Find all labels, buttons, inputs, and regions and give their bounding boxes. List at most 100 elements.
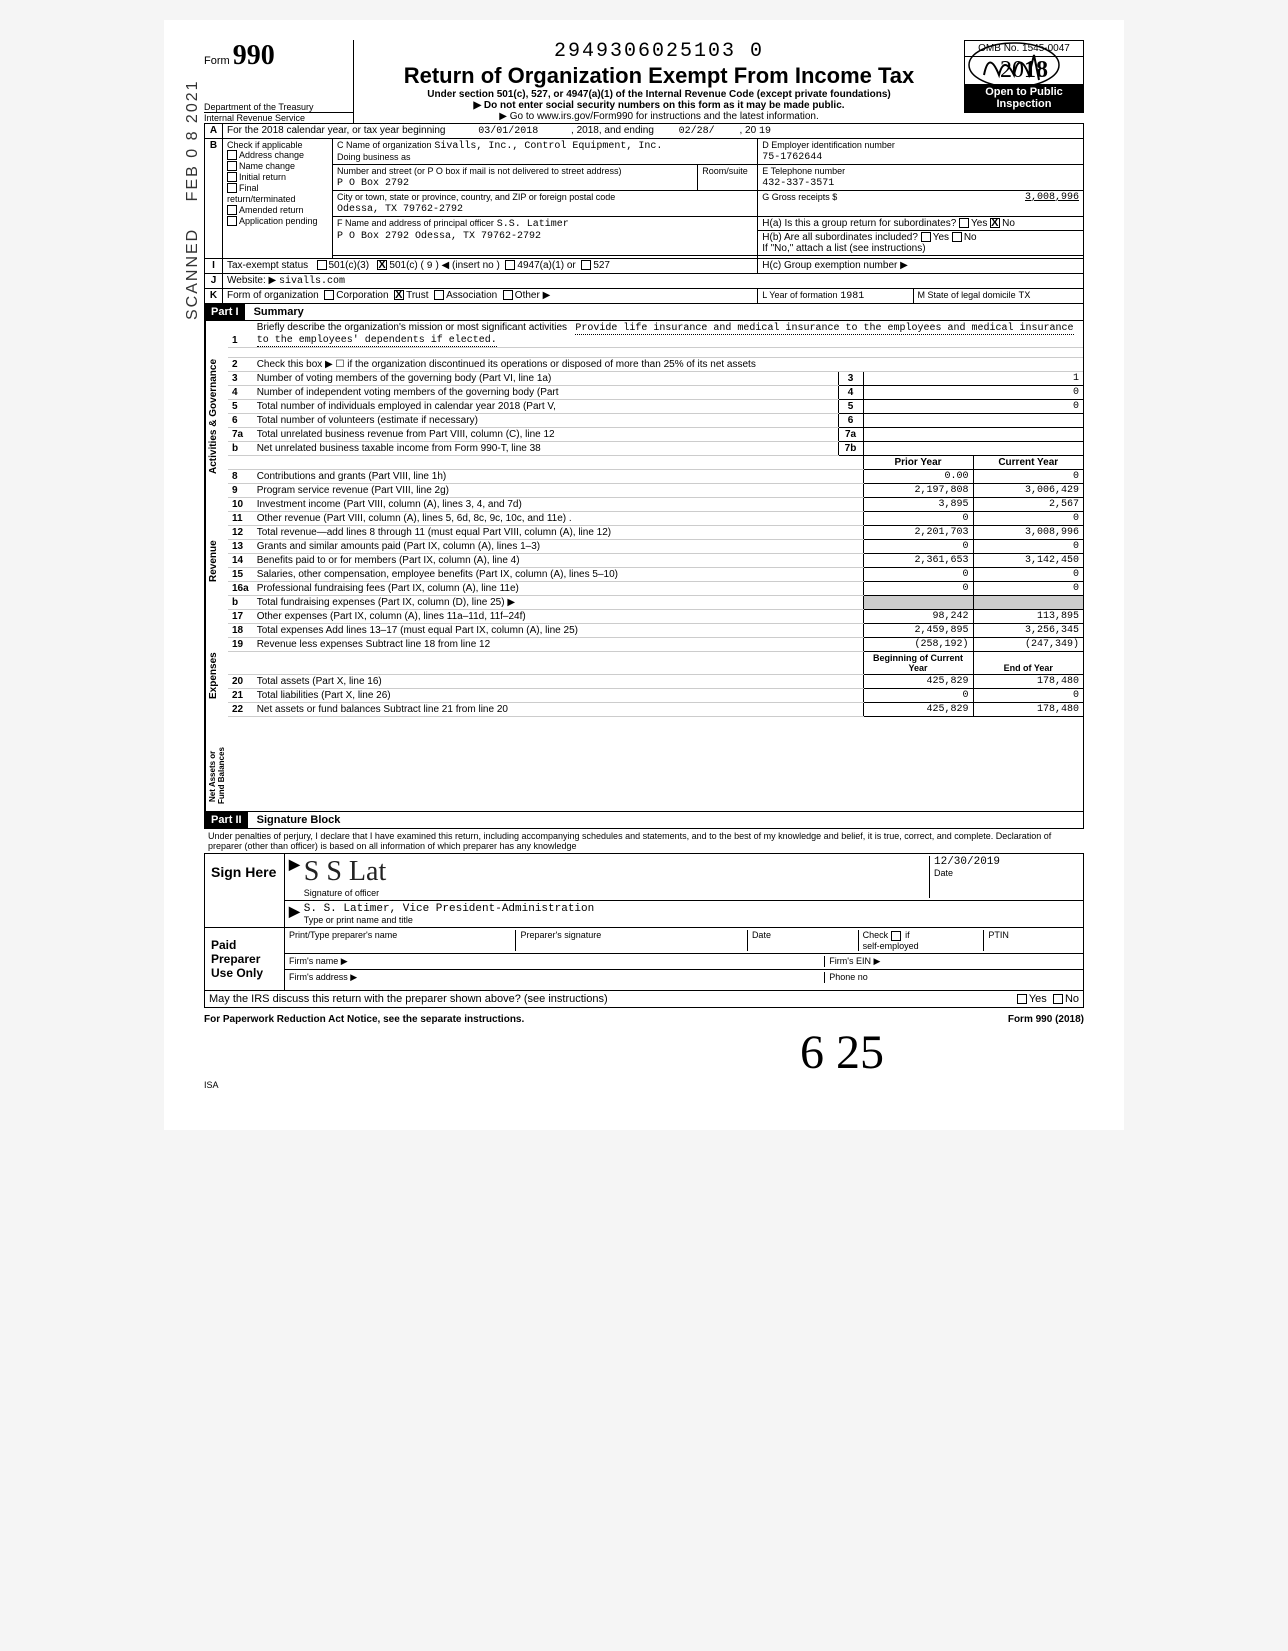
dba-label: Doing business as (337, 152, 411, 162)
ha-label: H(a) Is this a group return for subordin… (762, 218, 956, 229)
initials-signature (964, 40, 1064, 93)
l16a-text: Professional fundraising fees (Part IX, … (253, 582, 863, 596)
prep-if-label: if (905, 930, 910, 940)
part-i-header: Part I (205, 304, 245, 320)
firm-address-label: Firm's address ▶ (289, 972, 824, 983)
may-irs-discuss: May the IRS discuss this return with the… (209, 993, 608, 1005)
opt-amended-return: Amended return (239, 205, 304, 215)
cb-amended-return[interactable] (227, 205, 237, 215)
l20-text: Total assets (Part X, line 16) (253, 675, 863, 689)
part-i-title: Summary (248, 304, 310, 320)
cb-ha-yes[interactable] (959, 218, 969, 228)
c15: 0 (973, 568, 1083, 582)
m-state-value: TX (1018, 291, 1030, 302)
l5-text: Total number of individuals employed in … (253, 400, 838, 414)
date-stamp-feb: FEB 0 8 2021 (184, 79, 202, 201)
l14-text: Benefits paid to or for members (Part IX… (253, 554, 863, 568)
prep-name-label: Print/Type preparer's name (289, 930, 515, 951)
cb-hb-no[interactable] (952, 232, 962, 242)
arrow-icon-2: ▶ (289, 903, 300, 925)
cb-hb-yes[interactable] (921, 232, 931, 242)
cb-name-change[interactable] (227, 161, 237, 171)
side-expenses: Expenses (205, 611, 228, 741)
e-phone-label: E Telephone number (762, 166, 845, 176)
date-label: Date (934, 868, 1079, 878)
l6-text: Total number of volunteers (estimate if … (253, 414, 838, 428)
cb-4947[interactable] (505, 260, 515, 270)
cb-trust[interactable] (394, 290, 404, 300)
opt-501c: 501(c) ( (389, 260, 423, 271)
cb-discuss-yes[interactable] (1017, 994, 1027, 1004)
cb-discuss-no[interactable] (1053, 994, 1063, 1004)
cb-assoc[interactable] (434, 290, 444, 300)
opt-application-pending: Application pending (239, 216, 318, 226)
sig-officer-label: Signature of officer (304, 888, 929, 898)
cb-501c3[interactable] (317, 260, 327, 270)
cb-self-employed[interactable] (891, 931, 901, 941)
prior-year-hdr: Prior Year (863, 456, 973, 470)
row-a-label: A (205, 124, 223, 139)
cb-corp[interactable] (324, 290, 334, 300)
prep-sig-label: Preparer's signature (515, 930, 746, 951)
form-header: Form 990 Department of the Treasury Inte… (204, 40, 1084, 123)
page-footer: For Paperwork Reduction Act Notice, see … (204, 1014, 1084, 1025)
summary-table: 1 Briefly describe the organization's mi… (228, 321, 1083, 717)
form-ref: Form 990 (2018) (1008, 1014, 1084, 1025)
cb-501c[interactable] (377, 260, 387, 270)
opt-initial-return: Initial return (239, 172, 286, 182)
isa-mark: ISA (204, 1080, 1084, 1090)
row-a-text2: , 2018, and ending (571, 125, 654, 136)
paid-preparer-block: Paid Preparer Use Only Print/Type prepar… (204, 928, 1084, 991)
c8: 0 (973, 470, 1083, 484)
side-net-assets: Net Assets or Fund Balances (205, 741, 228, 811)
cb-other[interactable] (503, 290, 513, 300)
current-year-hdr: Current Year (973, 456, 1083, 470)
street-value: P O Box 2792 (337, 178, 409, 189)
l-year-label: L Year of formation (762, 290, 837, 300)
prep-self-employed: self-employed (863, 941, 919, 951)
officer-name: S.S. Latimer (497, 219, 569, 230)
l7b-text: Net unrelated business taxable income fr… (253, 442, 838, 456)
f-officer-label: F Name and address of principal officer (337, 218, 494, 228)
p8: 0.00 (863, 470, 973, 484)
hc-label: H(c) Group exemption number ▶ (758, 259, 1084, 274)
part-ii-title: Signature Block (251, 812, 347, 828)
cb-527[interactable] (581, 260, 591, 270)
e21: 0 (973, 689, 1083, 703)
phone-value: 432-337-3571 (762, 178, 834, 189)
l1-label: Briefly describe the organization's miss… (257, 322, 567, 333)
form-title: Return of Organization Exempt From Incom… (364, 63, 954, 89)
firm-name-label: Firm's name ▶ (289, 956, 824, 967)
c-name-label: C Name of organization (337, 140, 432, 150)
room-label: Room/suite (702, 166, 748, 176)
form-of-org-label: Form of organization (227, 290, 319, 301)
cb-final-return[interactable] (227, 183, 237, 193)
l13-text: Grants and similar amounts paid (Part IX… (253, 540, 863, 554)
l-year-value: 1981 (840, 291, 864, 302)
opt-501c3: 501(c)(3) (329, 260, 370, 271)
l22-text: Net assets or fund balances Subtract lin… (253, 703, 863, 717)
opt-527: 527 (593, 260, 610, 271)
p9: 2,197,808 (863, 484, 973, 498)
opt-assoc: Association (446, 290, 497, 301)
opt-address-change: Address change (239, 150, 304, 160)
p13: 0 (863, 540, 973, 554)
cb-initial-return[interactable] (227, 172, 237, 182)
inspection: Inspection (967, 98, 1081, 110)
c13: 0 (973, 540, 1083, 554)
cb-application-pending[interactable] (227, 216, 237, 226)
arrow-icon: ▶ (289, 856, 300, 898)
c14: 3,142,450 (973, 554, 1083, 568)
cb-address-change[interactable] (227, 150, 237, 160)
sign-date: 12/30/2019 (934, 856, 1079, 868)
tax-year-end: 02/28/ (657, 126, 737, 137)
p18: 2,459,895 (863, 624, 973, 638)
prep-date-label: Date (747, 930, 858, 951)
m-state-label: M State of legal domicile (918, 290, 1016, 300)
opt-4947: 4947(a)(1) or (517, 260, 575, 271)
opt-final-return: Final return/terminated (227, 183, 296, 204)
form-word: Form (204, 55, 230, 67)
cb-ha-no[interactable] (990, 218, 1000, 228)
p14: 2,361,653 (863, 554, 973, 568)
hb-yes: Yes (933, 232, 949, 243)
